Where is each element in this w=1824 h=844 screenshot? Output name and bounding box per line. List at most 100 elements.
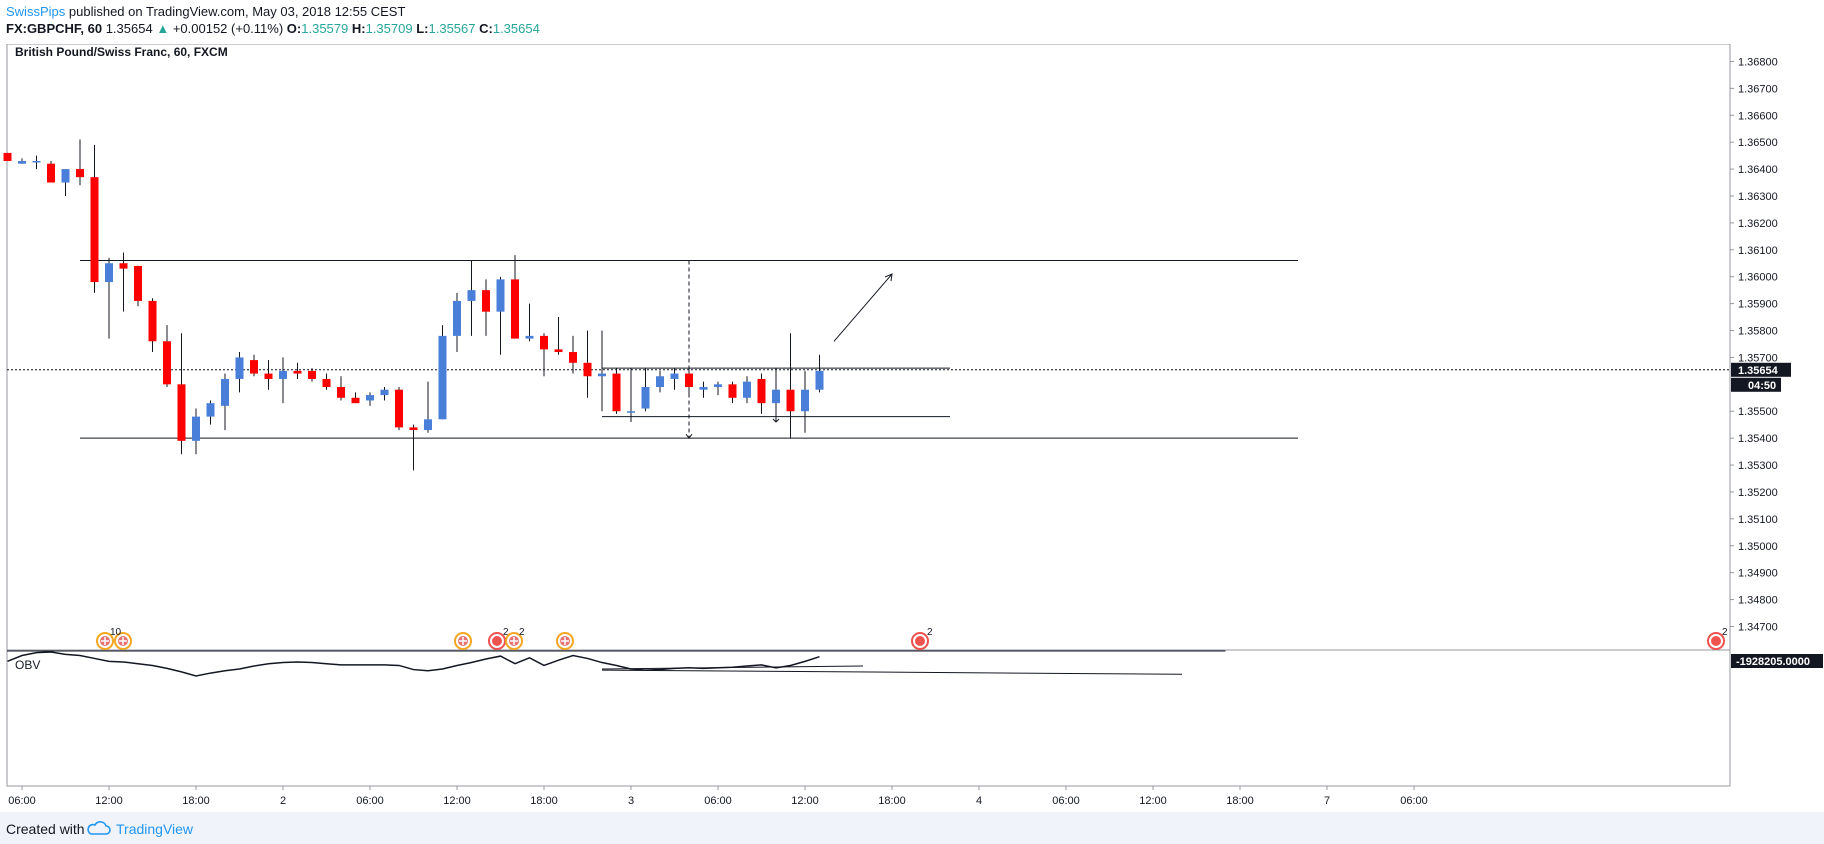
candle-body xyxy=(18,161,26,164)
obv-value-label: -1928205.0000 xyxy=(1736,656,1810,668)
open-value: 1.35579 xyxy=(301,21,349,36)
candle-body xyxy=(656,376,664,388)
obv-pane: OBV -1928205.0000 xyxy=(7,650,1823,677)
price-tick-label: 1.35400 xyxy=(1738,433,1778,445)
high-label: H: xyxy=(351,21,366,36)
open-label: O: xyxy=(286,21,302,36)
candle-body xyxy=(163,341,171,385)
candle-body xyxy=(714,384,722,388)
symbol-line: FX:GBPCHF, 60 1.35654 ▲ +0.00152 (+0.11%… xyxy=(6,21,540,36)
price-tick-label: 1.36400 xyxy=(1738,164,1778,176)
time-tick-label: 12:00 xyxy=(791,795,819,807)
price-tick-label: 1.36100 xyxy=(1738,245,1778,257)
candle-body xyxy=(221,378,229,406)
projection-arrow-head xyxy=(884,273,893,282)
time-tick-label: 06:00 xyxy=(8,795,36,807)
candle-body xyxy=(322,378,331,388)
candle-body xyxy=(772,389,780,404)
candle-body xyxy=(293,370,302,374)
candle-body xyxy=(627,411,635,413)
author-link[interactable]: SwissPips xyxy=(6,4,66,19)
time-tick-label: 12:00 xyxy=(1139,795,1167,807)
candle-body xyxy=(337,387,345,398)
candle-body xyxy=(47,163,55,183)
price-axis[interactable]: 1.36800 1.36700 1.36600 1.36500 1.36400 1.363… xyxy=(1730,56,1791,633)
publication-header: SwissPips published on TradingView.com, … xyxy=(0,0,1824,44)
candle-body xyxy=(380,389,389,396)
countdown-tag-label: 04:50 xyxy=(1748,380,1776,392)
time-tick-label: 12:00 xyxy=(95,795,123,807)
change-value: +0.00152 (+0.11%) xyxy=(172,21,284,36)
flag-icon xyxy=(1711,636,1721,646)
low-label: L: xyxy=(416,21,429,36)
footer: Created with TradingView xyxy=(0,812,1824,844)
close-label: C: xyxy=(479,21,493,36)
candle-body xyxy=(90,177,99,283)
price-tick-label: 1.36500 xyxy=(1738,137,1778,149)
event-count-badge: 2 xyxy=(519,627,525,638)
obv-trend-line[interactable] xyxy=(601,669,1183,675)
chart-frame xyxy=(6,43,1731,787)
candle-body xyxy=(250,360,258,374)
price-tick-label: 1.35000 xyxy=(1738,541,1778,553)
publish-line: SwissPips published on TradingView.com, … xyxy=(6,4,405,19)
time-axis[interactable]: 06:00 12:00 18:00 2 06:00 12:00 18:00 3 06:00 12:… xyxy=(8,786,1428,807)
low-value: 1.35567 xyxy=(428,21,476,36)
chart-svg[interactable]: British Pound/Swiss Franc, 60, FXCM 1.36… xyxy=(0,43,1824,812)
candle-body xyxy=(264,373,273,379)
symbol-label: FX:GBPCHF, 60 xyxy=(6,21,103,36)
event-count-badge: 2 xyxy=(1722,627,1728,638)
time-tick-label: 06:00 xyxy=(1400,795,1428,807)
candles xyxy=(3,139,824,471)
candle-body xyxy=(235,357,244,379)
price-tick-label: 1.35900 xyxy=(1738,299,1778,311)
candle-body xyxy=(105,263,113,283)
obv-value-tag xyxy=(1731,654,1823,668)
candle-body xyxy=(61,169,70,183)
price-tick-label: 1.35300 xyxy=(1738,460,1778,472)
price-tick-label: 1.35100 xyxy=(1738,514,1778,526)
price-tick-label: 1.34900 xyxy=(1738,568,1778,580)
candle-body xyxy=(279,370,287,379)
chart-area[interactable]: British Pound/Swiss Franc, 60, FXCM 1.36… xyxy=(0,43,1824,812)
candle-body xyxy=(148,300,157,342)
candle-body xyxy=(786,389,795,412)
event-count-badge: 2 xyxy=(503,627,509,638)
obv-label: OBV xyxy=(15,658,40,672)
candle-body xyxy=(409,427,418,431)
price-tick-label: 1.36800 xyxy=(1738,56,1778,68)
high-value: 1.35709 xyxy=(365,21,413,36)
candle-body xyxy=(583,362,592,377)
drawn-levels[interactable] xyxy=(7,260,1730,439)
candle-body xyxy=(699,387,708,390)
candle-body xyxy=(496,279,505,312)
candle-body xyxy=(206,403,215,417)
time-tick-label: 18:00 xyxy=(1226,795,1254,807)
price-tick-label: 1.35200 xyxy=(1738,487,1778,499)
candle-body xyxy=(438,335,447,420)
candle-body xyxy=(76,169,84,178)
time-tick-label: 7 xyxy=(1324,795,1330,807)
obv-trend-line[interactable] xyxy=(601,665,864,670)
candle-body xyxy=(366,395,374,401)
candle-body xyxy=(685,373,693,388)
candle-body xyxy=(728,384,737,398)
tradingview-link[interactable]: TradingView xyxy=(116,821,194,837)
time-tick-label: 3 xyxy=(628,795,634,807)
price-tick-label: 1.34800 xyxy=(1738,595,1778,607)
last-price-tag-label: 1.35654 xyxy=(1738,365,1779,377)
time-tick-label: 2 xyxy=(280,795,286,807)
projection-arrow[interactable] xyxy=(833,273,893,342)
flag-icon xyxy=(492,636,502,646)
candle-body xyxy=(815,370,824,390)
candle-body xyxy=(540,335,548,350)
chart-title: British Pound/Swiss Franc, 60, FXCM xyxy=(15,45,228,59)
price-tick-label: 1.36200 xyxy=(1738,218,1778,230)
measure-arrow-head xyxy=(685,433,693,439)
time-tick-label: 18:00 xyxy=(182,795,210,807)
price-tick-label: 1.35700 xyxy=(1738,352,1778,364)
time-tick-label: 06:00 xyxy=(356,795,384,807)
event-markers[interactable]: 10 2 2 2 2 xyxy=(96,627,1728,650)
candle-body xyxy=(743,381,751,398)
candle-body xyxy=(424,419,432,431)
